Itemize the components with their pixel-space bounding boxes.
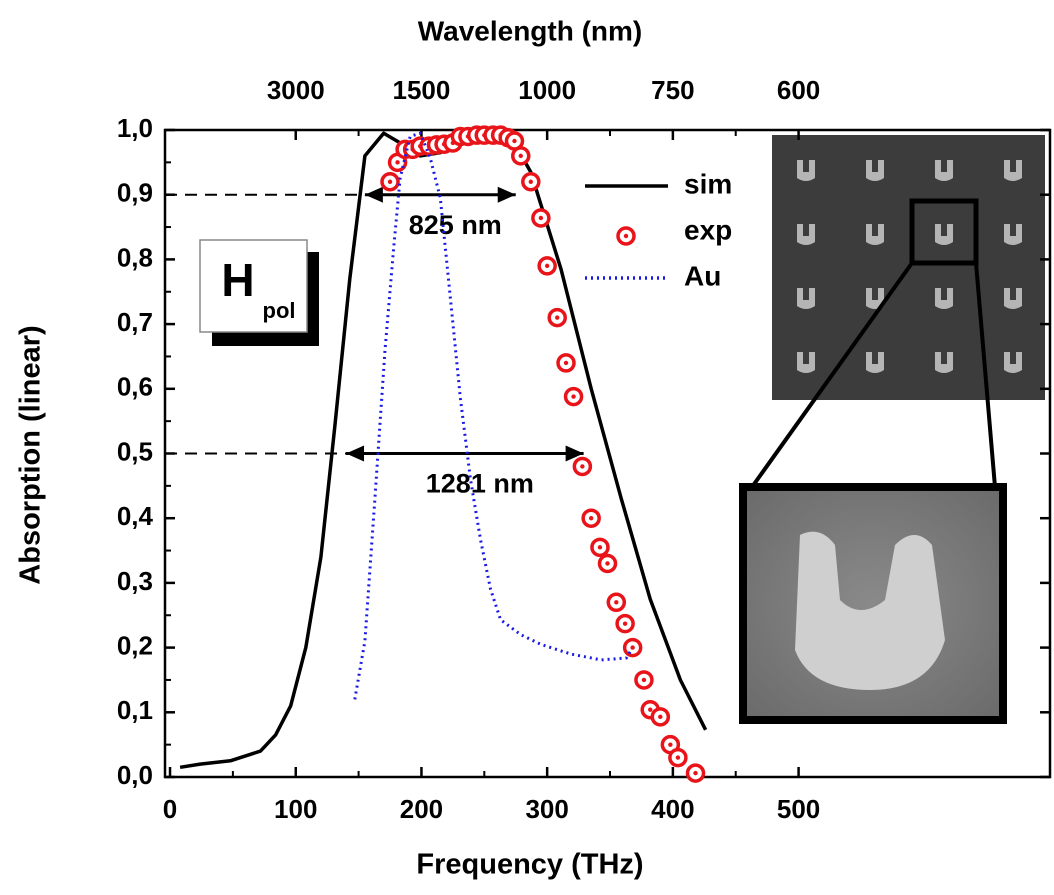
annotation-label: 1281 nm bbox=[426, 469, 534, 499]
y-tick-label: 0,5 bbox=[117, 436, 153, 466]
x2-tick-label: 3000 bbox=[267, 75, 325, 105]
data-point-center bbox=[512, 139, 516, 143]
x-tick-label: 200 bbox=[400, 794, 443, 824]
arrow-head bbox=[498, 187, 516, 203]
x-tick-label: 500 bbox=[777, 794, 820, 824]
x2-tick-label: 750 bbox=[651, 75, 694, 105]
data-point-center bbox=[589, 516, 593, 520]
data-point-center bbox=[388, 180, 392, 184]
data-point-center bbox=[676, 755, 680, 759]
y-axis-title: Absorption (linear) bbox=[15, 325, 47, 584]
data-point-center bbox=[545, 264, 549, 268]
data-point-center bbox=[668, 742, 672, 746]
y-tick-label: 0,7 bbox=[117, 307, 153, 337]
chart: Wavelength (nm) Frequency (THz) Absorpti… bbox=[0, 0, 1054, 890]
annotation-label: 825 nm bbox=[409, 210, 502, 240]
y-tick-label: 0,4 bbox=[117, 501, 154, 531]
arrow-head bbox=[365, 187, 383, 203]
data-point-center bbox=[598, 545, 602, 549]
inset-label-box: H pol bbox=[200, 240, 319, 346]
data-point-center bbox=[614, 600, 618, 604]
arrow-head bbox=[346, 446, 364, 462]
x-tick-label: 400 bbox=[651, 794, 694, 824]
inset-label: H bbox=[221, 254, 254, 306]
data-point-center bbox=[519, 154, 523, 158]
y-tick-label: 0,3 bbox=[117, 566, 153, 596]
data-point-center bbox=[395, 160, 399, 164]
data-point-center bbox=[648, 708, 652, 712]
x-tick-label: 0 bbox=[163, 794, 177, 824]
x-tick-label: 300 bbox=[525, 794, 568, 824]
data-point-center bbox=[623, 621, 627, 625]
legend-label: exp bbox=[684, 214, 732, 245]
data-point-center bbox=[539, 216, 543, 220]
data-point-center bbox=[693, 771, 697, 775]
y-tick-label: 0,8 bbox=[117, 242, 153, 272]
x2-tick-label: 1500 bbox=[393, 75, 451, 105]
legend-label: sim bbox=[684, 168, 732, 199]
data-point-center bbox=[580, 464, 584, 468]
data-point-center bbox=[630, 645, 634, 649]
x2-tick-label: 600 bbox=[777, 75, 820, 105]
x-tick-label: 100 bbox=[274, 794, 317, 824]
y-tick-label: 1,0 bbox=[117, 113, 153, 143]
data-point-center bbox=[642, 678, 646, 682]
legend-label: Au bbox=[684, 260, 721, 291]
x2-axis-title: Wavelength (nm) bbox=[418, 15, 643, 46]
y-tick-label: 0,9 bbox=[117, 178, 153, 208]
data-point-center bbox=[571, 394, 575, 398]
x-axis-title: Frequency (THz) bbox=[416, 849, 643, 881]
data-point-center bbox=[658, 715, 662, 719]
legend-marker-center bbox=[624, 234, 628, 238]
data-point-center bbox=[564, 361, 568, 365]
data-point-center bbox=[529, 180, 533, 184]
y-tick-label: 0,0 bbox=[117, 760, 153, 790]
x2-tick-label: 1000 bbox=[518, 75, 576, 105]
data-point-center bbox=[605, 561, 609, 565]
sem-image bbox=[743, 135, 1045, 720]
y-tick-label: 0,2 bbox=[117, 630, 153, 660]
y-tick-label: 0,1 bbox=[117, 695, 153, 725]
data-point-center bbox=[555, 315, 559, 319]
inset-label-sub: pol bbox=[263, 298, 296, 323]
y-tick-label: 0,6 bbox=[117, 372, 153, 402]
